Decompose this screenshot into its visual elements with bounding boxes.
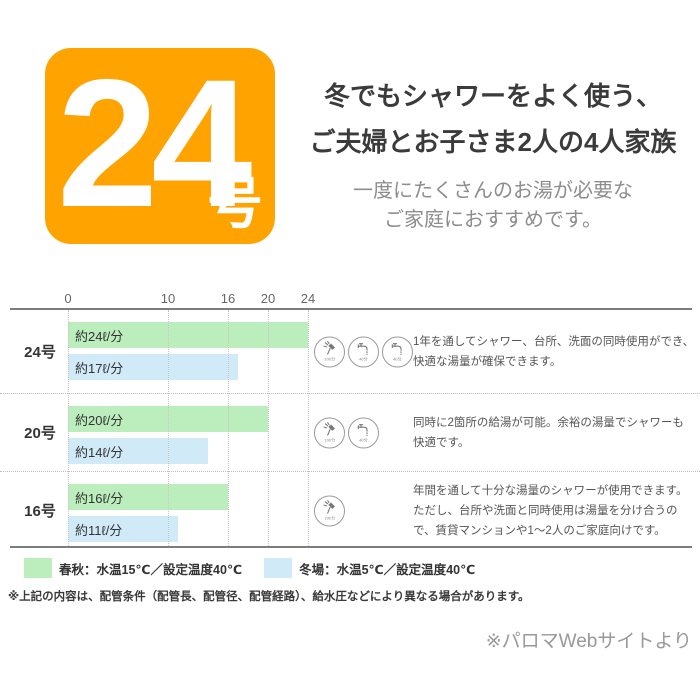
footnote: ※上記の内容は、配管条件（配管長、配管径、配管経路）、給水圧などにより異なる場合… [8, 591, 530, 603]
row-label: 16号 [24, 503, 56, 520]
winter-bar-label: 約11ℓ/分 [75, 522, 123, 538]
spring-autumn-bar-label: 約20ℓ/分 [75, 412, 124, 428]
chart-row: 16号 約16ℓ/分 約11ℓ/分 10ℓ/分 年間を通して十分な湯量のシャワー… [0, 471, 700, 549]
spring-autumn-bar: 約16ℓ/分 [68, 484, 228, 510]
gridline [68, 310, 69, 546]
headline-line2: ご夫婦とお子さま2人の4人家族 [309, 126, 677, 157]
winter-bar-label: 約14ℓ/分 [75, 444, 124, 460]
axis-tick: 24 [300, 291, 316, 306]
row-label: 24号 [24, 344, 56, 361]
shower-icon: 10ℓ/分 [314, 417, 345, 448]
legend-swatch-winter [264, 558, 293, 578]
flow-chart: 24号 約24ℓ/分 約17ℓ/分 10ℓ/分 [0, 285, 700, 553]
row-description: 年間を通して十分な湯量のシャワーが使用できます。ただし、台所や洗面と同時使用は湯… [413, 484, 688, 537]
badge-unit: 号 [207, 172, 263, 235]
legend-swatch-spring-autumn [24, 558, 52, 578]
spring-autumn-bar-label: 約16ℓ/分 [75, 490, 124, 506]
axis-tick: 0 [64, 291, 72, 306]
gridline [228, 310, 229, 546]
icon-group: 10ℓ/分 4ℓ/分 [314, 336, 413, 367]
winter-bar: 約14ℓ/分 [68, 438, 208, 464]
axis-line-bottom [10, 546, 692, 548]
axis-line-top [10, 308, 692, 310]
headline-line1: 冬でもシャワーをよく使う、 [323, 81, 662, 111]
shower-icon: 10ℓ/分 [314, 495, 345, 526]
icon-tiny-label: 4ℓ/分 [393, 357, 402, 362]
icon-tiny-label: 10ℓ/分 [324, 516, 335, 521]
axis-tick: 20 [260, 291, 276, 306]
gridline [168, 310, 169, 546]
header-block: 冬でもシャワーをよく使う、 ご夫婦とお子さま2人の4人家族 一度にたくさんのお湯… [286, 74, 700, 235]
gridline [268, 310, 269, 546]
icon-group: 10ℓ/分 4ℓ/分 [314, 417, 379, 448]
faucet-icon: 4ℓ/分 [348, 417, 379, 448]
spring-autumn-bar-label: 約24ℓ/分 [75, 328, 124, 344]
winter-bar: 約17ℓ/分 [68, 354, 238, 380]
icon-tiny-label: 4ℓ/分 [359, 357, 368, 362]
row-label: 20号 [24, 425, 56, 442]
shower-icon: 10ℓ/分 [314, 336, 345, 367]
subtitle-line2: ご家庭におすすめです。 [384, 209, 602, 231]
chart-rows: 24号 約24ℓ/分 約17ℓ/分 10ℓ/分 [0, 310, 700, 549]
axis-tick: 16 [220, 291, 236, 306]
source-credit: ※パロマWebサイトより [485, 631, 692, 652]
winter-bar-label: 約17ℓ/分 [75, 360, 124, 376]
subtitle-line1: 一度にたくさんのお湯が必要な [353, 180, 633, 202]
icon-tiny-label: 4ℓ/分 [359, 438, 368, 443]
winter-bar: 約11ℓ/分 [68, 516, 178, 542]
row-description: 同時に2箇所の給湯が可能。余裕の湯量でシャワーも快適です。 [413, 416, 684, 449]
faucet-icon: 4ℓ/分 [348, 336, 379, 367]
row-description: 1年を通してシャワー、台所、洗面の同時使用ができ、快適な湯量が確保できます。 [413, 335, 695, 368]
chart-row: 20号 約20ℓ/分 約14ℓ/分 10ℓ/分 [0, 393, 700, 471]
faucet-icon: 4ℓ/分 [382, 336, 413, 367]
icon-tiny-label: 10ℓ/分 [324, 438, 335, 443]
legend-item-spring-autumn: 春秋：水温15℃／設定温度40℃ [24, 558, 242, 578]
gridline [308, 310, 309, 546]
badge-number: 24 [57, 41, 252, 245]
legend-label-winter: 冬場：水温5℃／設定温度40℃ [299, 562, 476, 577]
legend-item-winter: 冬場：水温5℃／設定温度40℃ [264, 558, 475, 578]
axis-tick: 10 [160, 291, 176, 306]
icon-tiny-label: 10ℓ/分 [324, 357, 335, 362]
capacity-badge: 24 号 [45, 48, 275, 244]
legend: 春秋：水温15℃／設定温度40℃ 冬場：水温5℃／設定温度40℃ [24, 558, 475, 578]
subtitle: 一度にたくさんのお湯が必要な ご家庭におすすめです。 [286, 177, 700, 235]
chart-row: 24号 約24ℓ/分 約17ℓ/分 10ℓ/分 [0, 310, 700, 393]
spring-autumn-bar: 約24ℓ/分 [68, 322, 308, 348]
legend-label-spring-autumn: 春秋：水温15℃／設定温度40℃ [59, 562, 243, 577]
icon-group: 10ℓ/分 [314, 495, 345, 526]
